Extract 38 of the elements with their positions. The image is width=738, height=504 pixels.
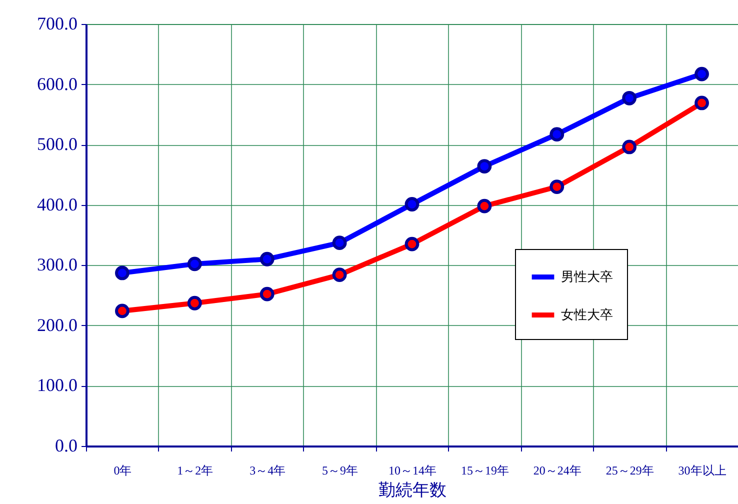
x-tick-label: 15～19年	[460, 464, 509, 478]
x-axis-title: 勤続年数	[378, 480, 446, 500]
point	[260, 286, 274, 302]
x-tick-label: 5～9年	[322, 464, 358, 478]
point	[187, 256, 202, 272]
point	[550, 127, 564, 142]
point	[260, 252, 274, 266]
x-tick-label: 25～29年	[606, 464, 654, 478]
x-tick-label: 1～2年	[177, 464, 214, 478]
point	[694, 96, 709, 110]
y-tick-label: 400.0	[37, 194, 78, 214]
y-tick-label: 500.0	[37, 134, 78, 154]
point	[404, 236, 420, 252]
y-tick-label: 600.0	[37, 74, 78, 94]
point	[622, 140, 637, 154]
point	[694, 66, 709, 82]
x-tick-label: 20～24年	[533, 464, 582, 478]
y-tick-label: 100.0	[37, 375, 78, 396]
point	[332, 236, 347, 250]
legend-label: 女性大卒	[561, 308, 613, 323]
point	[550, 180, 564, 194]
point	[115, 266, 130, 280]
point	[622, 90, 637, 106]
point	[187, 296, 202, 310]
point	[404, 197, 420, 212]
y-tick-label: 700.0	[37, 14, 78, 34]
x-tick-label: 3～4年	[250, 464, 286, 478]
legend-label: 男性大卒	[561, 270, 613, 285]
point	[115, 304, 130, 318]
y-tick-label: 0.0	[55, 436, 78, 456]
y-tick-label: 200.0	[37, 314, 78, 335]
x-tick-label: 10～14年	[388, 464, 436, 478]
point	[477, 198, 492, 214]
x-tick-label: 0年	[114, 464, 132, 478]
x-tick-label: 30年以上	[678, 464, 726, 478]
y-tick-label: 300.0	[37, 254, 78, 275]
point	[332, 268, 347, 282]
point	[477, 159, 492, 174]
